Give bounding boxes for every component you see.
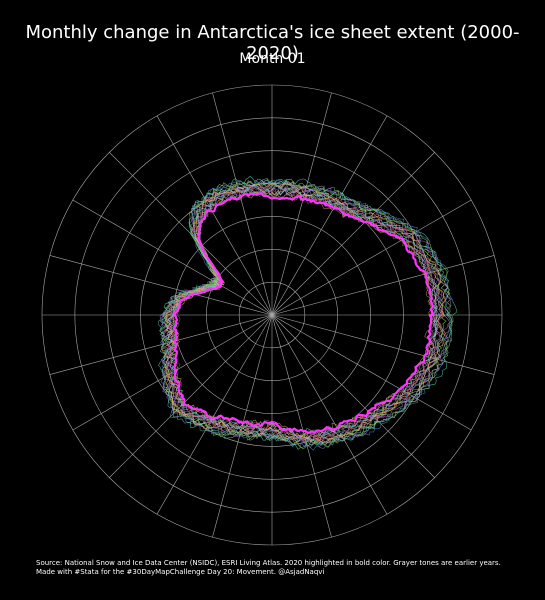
ice-extent-outline	[164, 182, 444, 443]
graticule-meridian	[212, 92, 273, 316]
ice-extent-outline	[159, 178, 454, 450]
ice-extent-outline	[163, 182, 445, 443]
graticule-meridian	[49, 314, 273, 375]
source-line-2: Made with #Stata for the #30DayMapChalle…	[36, 568, 325, 576]
graticule-meridian	[72, 199, 273, 316]
graticule-meridian	[212, 314, 273, 538]
graticule-meridian	[271, 199, 472, 316]
map-subtitle: Month 01	[239, 51, 306, 67]
graticule-meridian	[271, 152, 435, 316]
graticule-meridian	[156, 115, 273, 316]
ice-extent-outlines	[158, 176, 458, 451]
graticule-meridian	[271, 314, 388, 515]
ice-extent-outline	[161, 182, 446, 446]
graticule-meridian	[109, 314, 273, 478]
graticule-meridian	[271, 115, 388, 316]
ice-extent-outline	[171, 189, 435, 438]
graticule-meridian	[72, 314, 273, 431]
graticule-meridian	[271, 255, 495, 316]
ice-extent-outline	[160, 181, 453, 447]
ice-extent-outline	[159, 179, 453, 451]
graticule-meridian	[271, 314, 472, 431]
graticule-meridian	[156, 314, 273, 515]
graticule	[41, 84, 503, 546]
graticule-meridian	[271, 314, 495, 375]
graticule-meridian	[271, 92, 332, 316]
source-line-1: Source: National Snow and Ice Data Cente…	[36, 559, 501, 567]
ice-extent-highlight	[172, 192, 435, 435]
graticule-meridian	[49, 255, 273, 316]
ice-extent-highlight-outline	[172, 192, 435, 435]
map-title: Monthly change in Antarctica's ice sheet…	[25, 22, 520, 64]
ice-extent-outline	[158, 176, 458, 450]
source-note: Source: National Snow and Ice Data Cente…	[36, 559, 501, 577]
graticule-meridian	[271, 314, 435, 478]
graticule-meridian	[271, 314, 332, 538]
